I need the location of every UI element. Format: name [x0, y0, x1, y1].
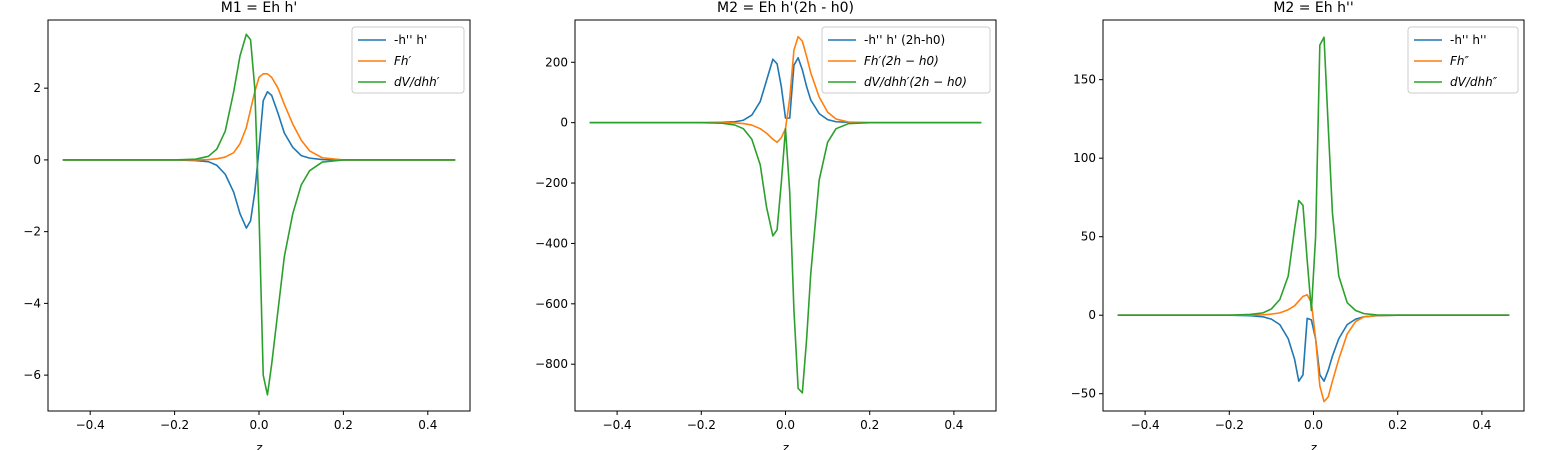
- series-line-1-3: [62, 33, 456, 396]
- series-line-3-2: [1117, 293, 1510, 403]
- x-tick-label-1-1: −0.4: [76, 418, 105, 432]
- series-line-1-2: [62, 73, 456, 161]
- x-tick-label-1-3: 0.0: [249, 418, 268, 432]
- x-tick-label-2-2: −0.2: [687, 418, 716, 432]
- legend-label-1-2: Fh′: [394, 54, 412, 68]
- y-tick-label-3-1: −50: [1071, 387, 1096, 401]
- x-tick-label-3-1: −0.4: [1131, 418, 1160, 432]
- x-tick-label-1-4: 0.2: [334, 418, 353, 432]
- x-tick-label-3-3: 0.0: [1304, 418, 1323, 432]
- x-tick-label-3-2: −0.2: [1215, 418, 1244, 432]
- y-tick-label-2-5: 0: [560, 116, 568, 130]
- legend-label-3-2: Fh″: [1450, 54, 1470, 68]
- chart-panel-3: −0.4 −0.2 0.0 0.2 0.4 −50 0 50 100 150 M2 = Eh h''…: [1071, 0, 1525, 450]
- series-line-3-3: [1117, 36, 1510, 317]
- x-tick-label-1-5: 0.4: [418, 418, 437, 432]
- plot-area-3: [1117, 36, 1510, 403]
- y-tick-label-3-5: 150: [1073, 73, 1096, 87]
- y-tick-label-3-3: 50: [1081, 230, 1096, 244]
- legend-label-3-1: -h'' h'': [1450, 33, 1487, 47]
- y-tick-label-1-3: −2: [23, 225, 41, 239]
- legend-3: -h'' h'' Fh″ dV/dhh″: [1407, 26, 1519, 94]
- y-tick-label-1-4: 0: [33, 153, 41, 167]
- legend-label-2-2: Fh′(2h − h0): [864, 54, 939, 68]
- x-tick-label-2-5: 0.4: [944, 418, 963, 432]
- legend-box-3: [1407, 26, 1519, 94]
- y-tick-label-2-2: −600: [535, 297, 568, 311]
- chart-panel-1: −0.4 −0.2 0.0 0.2 0.4 −6 −4 −2 0 2 M1 = Eh h' z -h''…: [23, 0, 471, 450]
- legend-label-2-3: dV/dhh′(2h − h0): [864, 75, 967, 89]
- legend-box-2: [821, 26, 991, 94]
- y-tick-label-1-1: −6: [23, 368, 41, 382]
- series-line-3-1: [1117, 314, 1510, 382]
- series-line-1-1: [62, 90, 456, 229]
- x-tick-label-2-1: −0.4: [603, 418, 632, 432]
- legend-2: -h'' h' (2h-h0) Fh′(2h − h0) dV/dhh′(2h − …: [821, 26, 991, 94]
- x-axis-label-1: z: [255, 441, 263, 450]
- y-tick-label-2-6: 200: [545, 55, 568, 69]
- y-tick-label-2-3: −400: [535, 236, 568, 250]
- legend-1: -h'' h' Fh′ dV/dhh′: [351, 26, 465, 94]
- x-tick-label-2-3: 0.0: [776, 418, 795, 432]
- y-tick-label-1-5: 2: [33, 81, 41, 95]
- legend-label-1-3: dV/dhh′: [394, 75, 440, 89]
- x-axis-label-2: z: [781, 441, 789, 450]
- plot-area-2: [589, 35, 982, 394]
- x-tick-label-1-2: −0.2: [160, 418, 189, 432]
- y-tick-label-2-4: −200: [535, 176, 568, 190]
- legend-box-1: [351, 26, 465, 94]
- x-tick-label-2-4: 0.2: [860, 418, 879, 432]
- y-tick-label-2-1: −800: [535, 357, 568, 371]
- chart-title-2: M2 = Eh h'(2h - h0): [717, 0, 854, 16]
- x-tick-label-3-4: 0.2: [1388, 418, 1407, 432]
- chart-title-3: M2 = Eh h'': [1273, 0, 1353, 16]
- plot-area-1: [62, 33, 456, 396]
- y-tick-label-1-2: −4: [23, 296, 41, 310]
- y-tick-label-3-2: 0: [1088, 308, 1096, 322]
- y-tick-label-3-4: 100: [1073, 151, 1096, 165]
- series-line-2-3: [589, 121, 982, 394]
- legend-label-2-1: -h'' h' (2h-h0): [864, 33, 945, 47]
- legend-label-3-3: dV/dhh″: [1450, 75, 1498, 89]
- x-tick-label-3-5: 0.4: [1472, 418, 1491, 432]
- x-axis-label-3: z: [1309, 441, 1317, 450]
- chart-panel-2: −0.4 −0.2 0.0 0.2 0.4 −800 −600 −400 −200 0 200 M2 …: [535, 0, 997, 450]
- chart-title-1: M1 = Eh h': [221, 0, 298, 16]
- legend-label-1-1: -h'' h': [394, 33, 427, 47]
- series-line-2-2: [589, 35, 982, 144]
